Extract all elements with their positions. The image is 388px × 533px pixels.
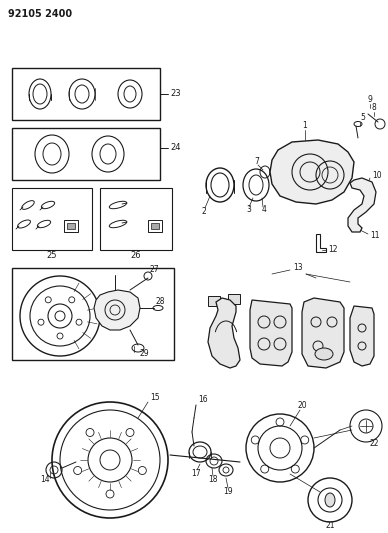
Bar bbox=[12, 128, 160, 180]
Polygon shape bbox=[250, 300, 292, 366]
Text: 29: 29 bbox=[140, 350, 150, 359]
Text: 20: 20 bbox=[297, 401, 307, 410]
Bar bbox=[67, 223, 75, 229]
Text: 27: 27 bbox=[150, 265, 159, 274]
Text: 11: 11 bbox=[370, 231, 379, 240]
Text: 9: 9 bbox=[368, 95, 373, 104]
Polygon shape bbox=[270, 140, 354, 204]
Text: 92105 2400: 92105 2400 bbox=[8, 9, 72, 19]
Text: 22: 22 bbox=[370, 440, 379, 448]
Text: 12: 12 bbox=[328, 246, 338, 254]
Polygon shape bbox=[302, 298, 344, 368]
Polygon shape bbox=[350, 306, 374, 366]
Bar bbox=[151, 223, 159, 229]
Polygon shape bbox=[94, 290, 140, 330]
Text: 21: 21 bbox=[325, 521, 335, 530]
Text: 13: 13 bbox=[293, 263, 303, 272]
Text: 14: 14 bbox=[40, 475, 50, 484]
Text: 24: 24 bbox=[170, 143, 180, 152]
Bar bbox=[12, 188, 92, 250]
Text: 10: 10 bbox=[372, 172, 382, 181]
Text: 1: 1 bbox=[303, 122, 307, 131]
Text: 17: 17 bbox=[191, 470, 201, 479]
Text: 2: 2 bbox=[202, 207, 207, 216]
Polygon shape bbox=[348, 178, 376, 232]
Text: 16: 16 bbox=[198, 395, 208, 405]
Bar bbox=[100, 188, 172, 250]
Text: 15: 15 bbox=[150, 393, 159, 402]
Bar bbox=[64, 220, 78, 232]
Bar bbox=[148, 220, 162, 232]
Text: 8: 8 bbox=[372, 103, 377, 112]
Text: 7: 7 bbox=[254, 157, 259, 166]
Text: 26: 26 bbox=[131, 252, 141, 261]
Text: 23: 23 bbox=[170, 90, 181, 99]
Text: 6: 6 bbox=[278, 157, 283, 166]
Text: 25: 25 bbox=[47, 252, 57, 261]
Text: 4: 4 bbox=[262, 206, 267, 214]
Text: 5: 5 bbox=[360, 114, 365, 123]
Bar bbox=[228, 294, 240, 304]
Bar bbox=[12, 268, 174, 360]
Polygon shape bbox=[208, 298, 240, 368]
Text: 28: 28 bbox=[155, 297, 165, 306]
Ellipse shape bbox=[325, 493, 335, 507]
Text: 3: 3 bbox=[246, 206, 251, 214]
Bar bbox=[12, 68, 160, 120]
Bar bbox=[208, 296, 220, 306]
Ellipse shape bbox=[315, 348, 333, 360]
Text: 18: 18 bbox=[208, 475, 218, 484]
Text: 19: 19 bbox=[223, 488, 233, 497]
